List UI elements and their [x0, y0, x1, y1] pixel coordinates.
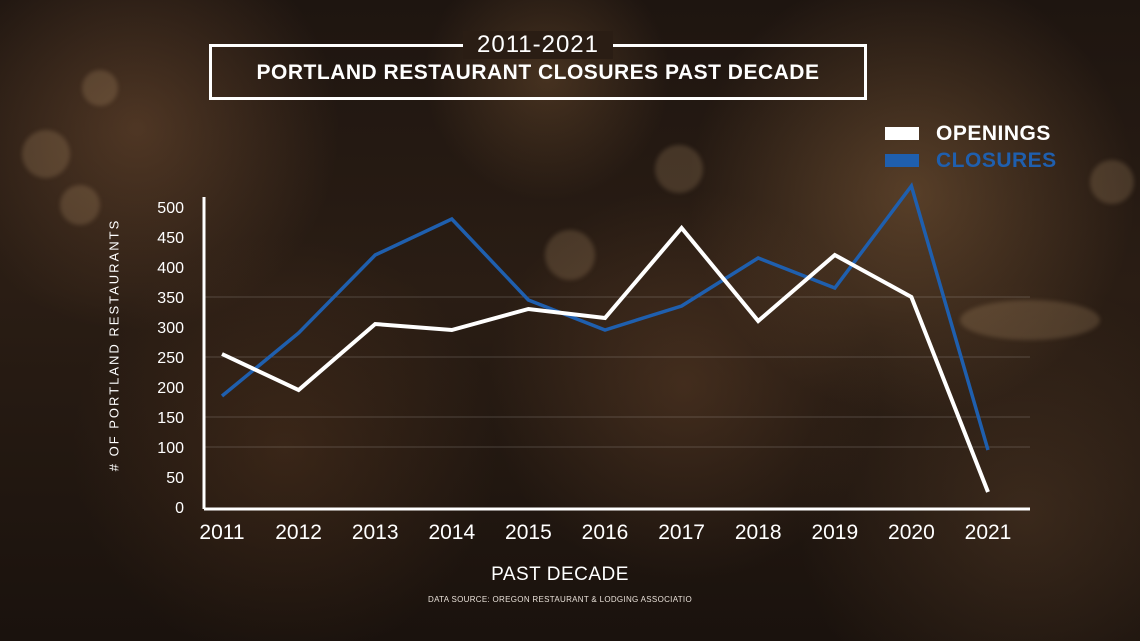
- y-tick-label: 100: [157, 440, 184, 457]
- x-tick-label: 2014: [428, 521, 475, 544]
- y-tick-label: 50: [166, 470, 184, 487]
- legend-swatch-closures: [885, 154, 919, 167]
- series-line-openings: [221, 224, 990, 493]
- y-tick-label: 300: [157, 320, 184, 337]
- legend-item-openings: OPENINGS: [885, 120, 1057, 147]
- chart-title-box: 2011-2021 PORTLAND RESTAURANT CLOSURES P…: [209, 31, 867, 100]
- x-tick-label: 2015: [505, 521, 552, 544]
- bokeh-light: [82, 70, 118, 106]
- y-tick-label: 200: [157, 380, 184, 397]
- x-tick-label: 2018: [735, 521, 782, 544]
- y-tick-label: 500: [157, 200, 184, 217]
- y-tick-label: 350: [157, 290, 184, 307]
- bokeh-light: [545, 230, 595, 280]
- legend-swatch-openings: [885, 127, 919, 140]
- data-source-note: DATA SOURCE: OREGON RESTAURANT & LODGING…: [428, 595, 692, 604]
- bokeh-light: [960, 300, 1100, 340]
- x-tick-label: 2016: [582, 521, 629, 544]
- x-axis-label: PAST DECADE: [491, 564, 629, 585]
- x-tick-label: 2017: [658, 521, 705, 544]
- x-tick-label: 2012: [275, 521, 322, 544]
- x-tick-label: 2013: [352, 521, 399, 544]
- x-tick-label: 2011: [199, 521, 244, 544]
- x-tick-label: 2021: [965, 521, 1012, 544]
- legend-label-closures: CLOSURES: [936, 148, 1057, 172]
- legend-label-openings: OPENINGS: [936, 121, 1051, 145]
- x-tick-label: 2019: [811, 521, 858, 544]
- bokeh-light: [655, 145, 703, 193]
- bokeh-light: [22, 130, 70, 178]
- y-tick-label: 150: [157, 410, 184, 427]
- y-tick-label: 450: [157, 230, 184, 247]
- series-line-closures: [220, 182, 990, 451]
- chart-title: PORTLAND RESTAURANT CLOSURES PAST DECADE: [256, 61, 820, 84]
- y-tick-label: 400: [157, 260, 184, 277]
- legend-item-closures: CLOSURES: [885, 147, 1057, 174]
- y-tick-label: 0: [175, 500, 184, 517]
- chart-subtitle: 2011-2021: [463, 31, 613, 59]
- chart-legend: OPENINGS CLOSURES: [885, 120, 1057, 174]
- x-tick-label: 2020: [888, 521, 935, 544]
- bokeh-light: [1090, 160, 1134, 204]
- y-tick-label: 250: [157, 350, 184, 367]
- bokeh-light: [60, 185, 100, 225]
